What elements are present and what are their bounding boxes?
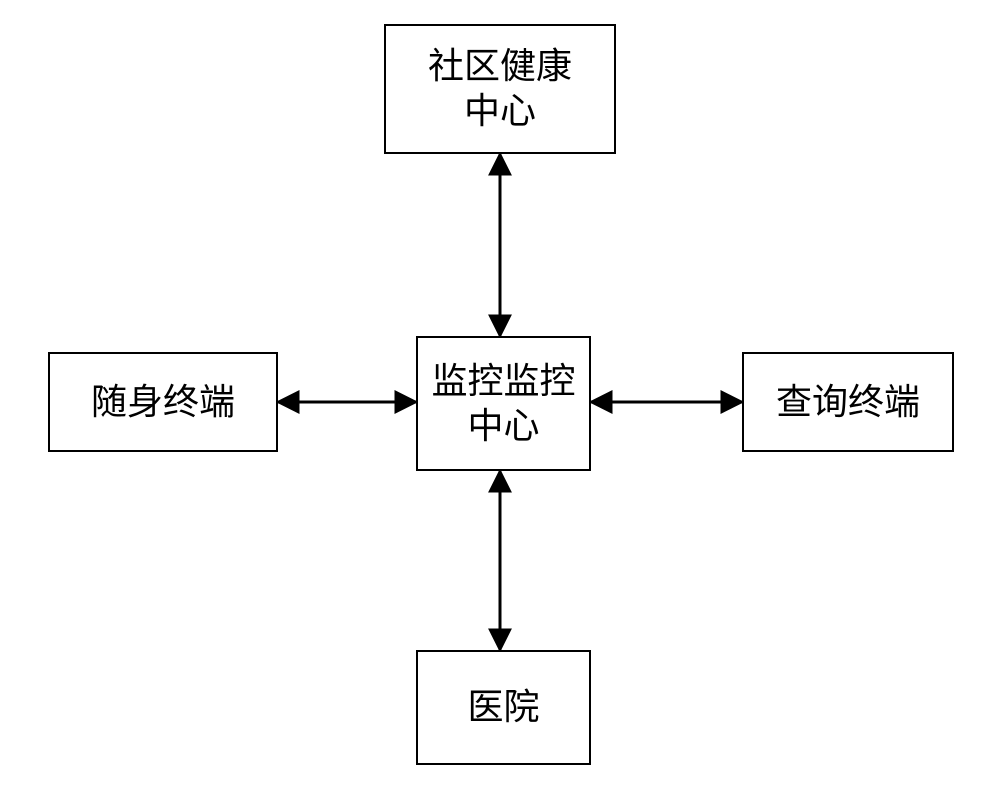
node-monitoring-center: 监控监控中心 xyxy=(416,336,591,471)
node-query-terminal: 查询终端 xyxy=(742,352,954,452)
node-label: 医院 xyxy=(467,685,539,730)
diagram-canvas: 社区健康中心 监控监控中心 随身终端 查询终端 医院 xyxy=(0,0,1000,804)
node-label: 查询终端 xyxy=(776,380,920,425)
node-portable-terminal: 随身终端 xyxy=(48,352,278,452)
node-label: 随身终端 xyxy=(91,380,235,425)
node-label: 社区健康中心 xyxy=(428,44,572,134)
node-hospital: 医院 xyxy=(416,650,591,765)
node-community-health-center: 社区健康中心 xyxy=(384,24,616,154)
node-label: 监控监控中心 xyxy=(431,359,575,449)
